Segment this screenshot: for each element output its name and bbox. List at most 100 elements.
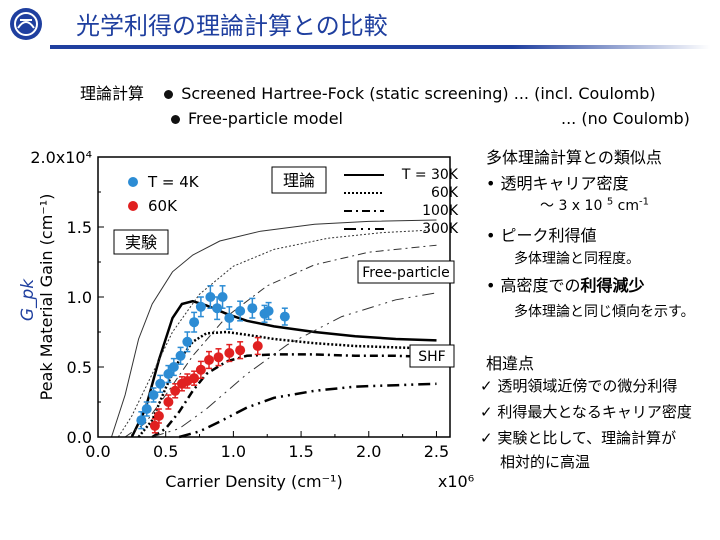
free-curve-3: [152, 292, 437, 438]
point-4k: [247, 303, 258, 314]
x-tick-label: 2.5: [424, 442, 449, 461]
free-curve-2: [124, 244, 437, 438]
logo-icon: [10, 8, 42, 40]
free-curve-0: [111, 219, 437, 438]
bullet-icon: [171, 115, 180, 124]
y-tick-label: 0.0: [67, 428, 92, 447]
point-60k: [170, 385, 181, 396]
transparency-unit: cm: [613, 198, 639, 214]
bullet-transparency: • 透明キャリア密度: [486, 174, 629, 193]
point-4k: [163, 369, 174, 379]
shf-curve-3: [178, 382, 437, 439]
point-60k: [224, 348, 235, 358]
free-curve-1: [117, 229, 437, 438]
x-axis-label: Carrier Density (cm⁻¹): [165, 472, 342, 491]
gain-chart: Carrier Density (cm⁻¹) x10⁶ Peak Material …: [18, 148, 474, 491]
point-4k: [224, 313, 235, 323]
model-free-line: Free-particle model: [171, 109, 343, 128]
theory-title: 理論: [283, 171, 315, 190]
transparency-exp: 5: [606, 196, 614, 208]
peak-gain-note: 多体理論と同程度。: [514, 251, 640, 267]
theory-legend-label: 100K: [422, 203, 459, 219]
x-tick-label: 0.5: [153, 442, 178, 461]
y-axis-symbol: G_pk: [18, 278, 38, 321]
theory-legend-label: 300K: [422, 221, 459, 237]
point-4k: [279, 311, 290, 322]
difference-item-3-cont: 相対的に高温: [500, 453, 591, 471]
x-multiplier: x10⁶: [438, 472, 474, 491]
experiment-title: 実験: [125, 233, 157, 252]
chart-axes: Carrier Density (cm⁻¹) x10⁶ Peak Material …: [18, 156, 474, 491]
point-60k: [213, 352, 224, 363]
difference-item-3: ✓ 実験と比して、理論計算が: [480, 429, 677, 447]
transparency-value: ～ 3 x 10 5 cm-1: [540, 195, 649, 215]
point-4k: [141, 404, 152, 414]
difference-heading: 相違点: [486, 354, 535, 373]
point-60k: [163, 397, 174, 407]
point-4k: [182, 336, 193, 347]
gain-reduction-note: 多体理論と同じ傾向を示す。: [514, 304, 695, 320]
y-axis-label: Peak Material Gain (cm⁻¹): [37, 194, 56, 401]
experiment-points: [136, 285, 290, 434]
model-shf-line: 理論計算 Screened Hartree-Fock (static scree…: [80, 80, 656, 104]
transparency-pre: ～ 3 x 10: [540, 198, 607, 214]
point-4k: [148, 390, 159, 400]
point-4k: [175, 350, 186, 361]
bullet-gain-reduction: • 高密度での利得減少: [486, 272, 645, 296]
legend-label: T = 4K: [147, 173, 200, 191]
chart-legends: T = 4K 60K 実験 理論 T = 30K 60K 100K 300K Free-part…: [113, 166, 459, 368]
theory-box: [271, 166, 327, 194]
difference-item-1: ✓ 透明領域近傍での微分利得: [480, 377, 678, 395]
x-tick-label: 1.0: [221, 442, 246, 461]
experiment-box: [113, 229, 169, 255]
shf-curve-1: [137, 330, 437, 438]
point-4k: [136, 415, 147, 426]
legend-marker: [128, 177, 138, 187]
gain-reduction-bold: 利得減少: [580, 276, 645, 295]
y-tick-label: 1.0: [67, 288, 92, 307]
x-tick-label: 1.5: [288, 442, 313, 461]
free-particle-box: [357, 260, 455, 284]
difference-item-2: ✓ 利得最大となるキャリア密度: [480, 403, 692, 421]
similarity-heading: 多体理論計算との類似点: [486, 148, 662, 167]
model-free-note: ... (no Coulomb): [561, 109, 690, 128]
free-particle-label: Free-particle: [362, 265, 450, 281]
x-tick-label: 2.0: [356, 442, 381, 461]
bullet-peak-gain: • ピーク利得値: [486, 226, 597, 245]
shf-label: SHF: [418, 349, 445, 365]
point-60k: [204, 355, 215, 365]
point-60k: [235, 345, 246, 356]
y-tick-label: 0.5: [67, 358, 92, 377]
point-60k: [189, 373, 200, 384]
legend-marker: [128, 201, 138, 211]
point-4k: [263, 306, 274, 316]
point-4k: [205, 292, 216, 302]
theory-curves: [111, 219, 437, 439]
point-4k: [212, 303, 223, 314]
page-title: 光学利得の理論計算との比較: [76, 12, 388, 40]
model-free-text: Free-particle model: [188, 109, 343, 128]
point-4k: [217, 292, 228, 302]
title-divider: [50, 45, 710, 49]
point-60k: [153, 411, 164, 421]
transparency-unit-exp: -1: [638, 196, 649, 208]
shf-box: [409, 344, 455, 368]
point-60k: [195, 364, 206, 375]
y-tick-label: 1.5: [67, 218, 92, 237]
point-4k: [168, 362, 179, 372]
bullet-icon: [164, 90, 174, 99]
gain-reduction-pre: • 高密度での: [486, 276, 581, 295]
x-tick-label: 0.0: [85, 442, 110, 461]
model-label: 理論計算: [80, 84, 145, 103]
point-60k: [252, 341, 263, 351]
chart-ticks: 0.0 0.5 1.0 1.5 2.0 2.5 0.0 0.5 1.0 1.5 2.0x10⁴: [30, 148, 449, 461]
model-shf-text: Screened Hartree-Fock (static screening)…: [181, 84, 656, 103]
y-tick-label: 2.0x10⁴: [30, 148, 92, 167]
legend-label: 60K: [148, 197, 178, 215]
point-4k: [155, 378, 166, 389]
point-4k: [235, 306, 246, 316]
point-4k: [189, 317, 200, 328]
theory-legend-label: 60K: [431, 185, 459, 201]
shf-curve-2: [151, 353, 437, 439]
point-4k: [195, 301, 206, 312]
